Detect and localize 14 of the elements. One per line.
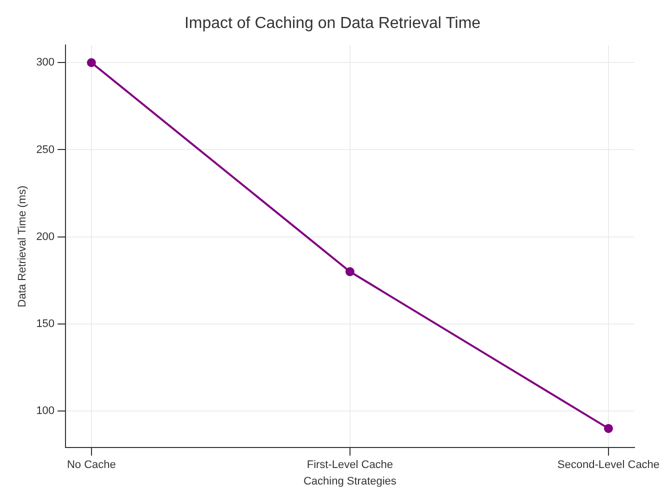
point (604, 424, 613, 433)
y-tick-label: 100 (36, 405, 55, 418)
y-tick-label: 150 (36, 318, 55, 330)
chart-title: Impact of Caching on Data Retrieval Time (184, 15, 481, 32)
y-tick-label: 200 (36, 230, 55, 243)
x-axis-title: Caching Strategies (303, 475, 397, 488)
y-tick-label: 250 (36, 144, 55, 156)
point (86, 58, 96, 68)
x-tick-label: Second-Level Cache (557, 459, 660, 472)
y-axis-title: Data Retrieval Time (ms) (16, 186, 29, 308)
x-tick-label: No Cache (66, 459, 116, 472)
x-tick-label: First-Level Cache (306, 459, 394, 472)
y-tick-label: 300 (36, 56, 55, 69)
point (345, 267, 354, 276)
